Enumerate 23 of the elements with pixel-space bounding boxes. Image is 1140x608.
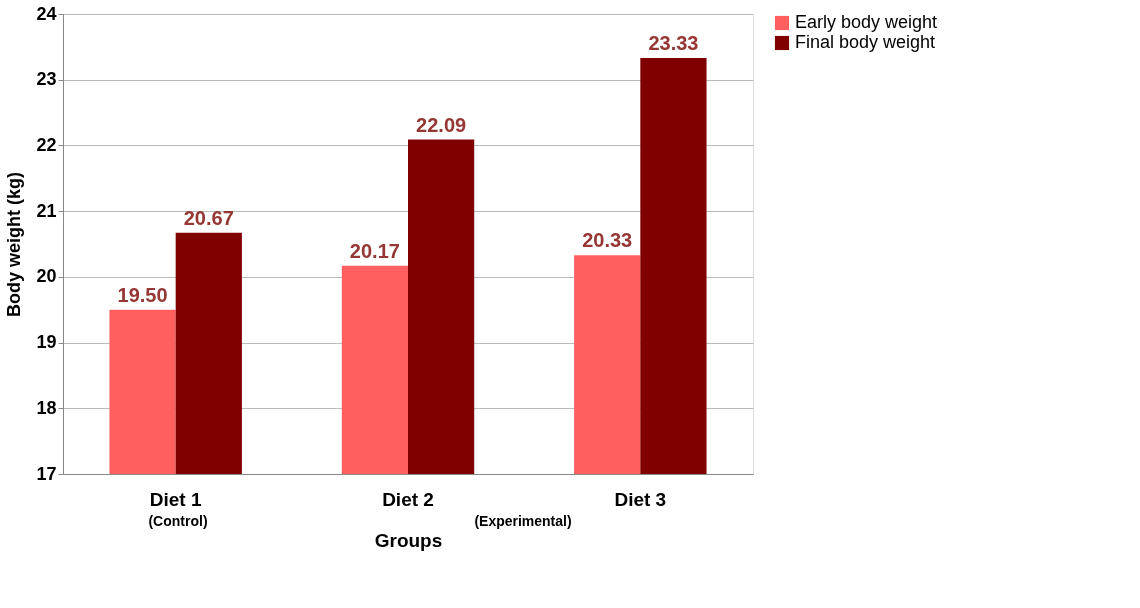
data-label: 22.09: [416, 113, 467, 136]
x-axis-title: Groups: [374, 529, 443, 551]
data-label: 20.17: [349, 239, 400, 262]
y-tick-label: 23: [36, 69, 57, 90]
legend-label: Final body weight: [795, 32, 936, 52]
legend-label: Early body weight: [795, 12, 938, 32]
y-tick-label: 24: [36, 3, 57, 24]
data-label: 19.50: [117, 283, 168, 306]
y-tick-label: 18: [36, 397, 57, 418]
y-tick-label: 20: [36, 266, 57, 287]
y-tick-label: 17: [36, 463, 57, 484]
y-tick-label: 19: [36, 332, 57, 353]
x-tick-label: Diet 3: [614, 488, 667, 510]
y-axis-title: Body weight (kg): [4, 172, 25, 317]
x-tick-label: Diet 1: [149, 488, 202, 510]
y-tick-label: 21: [36, 200, 57, 221]
data-label: 20.33: [582, 229, 633, 252]
x-tick-label: Diet 2: [382, 488, 434, 510]
data-label: 20.67: [183, 206, 234, 229]
y-tick-label: 22: [36, 134, 57, 155]
data-label: 23.33: [648, 32, 699, 55]
text: (Control): [148, 513, 208, 529]
text: (Experimental): [474, 513, 572, 529]
